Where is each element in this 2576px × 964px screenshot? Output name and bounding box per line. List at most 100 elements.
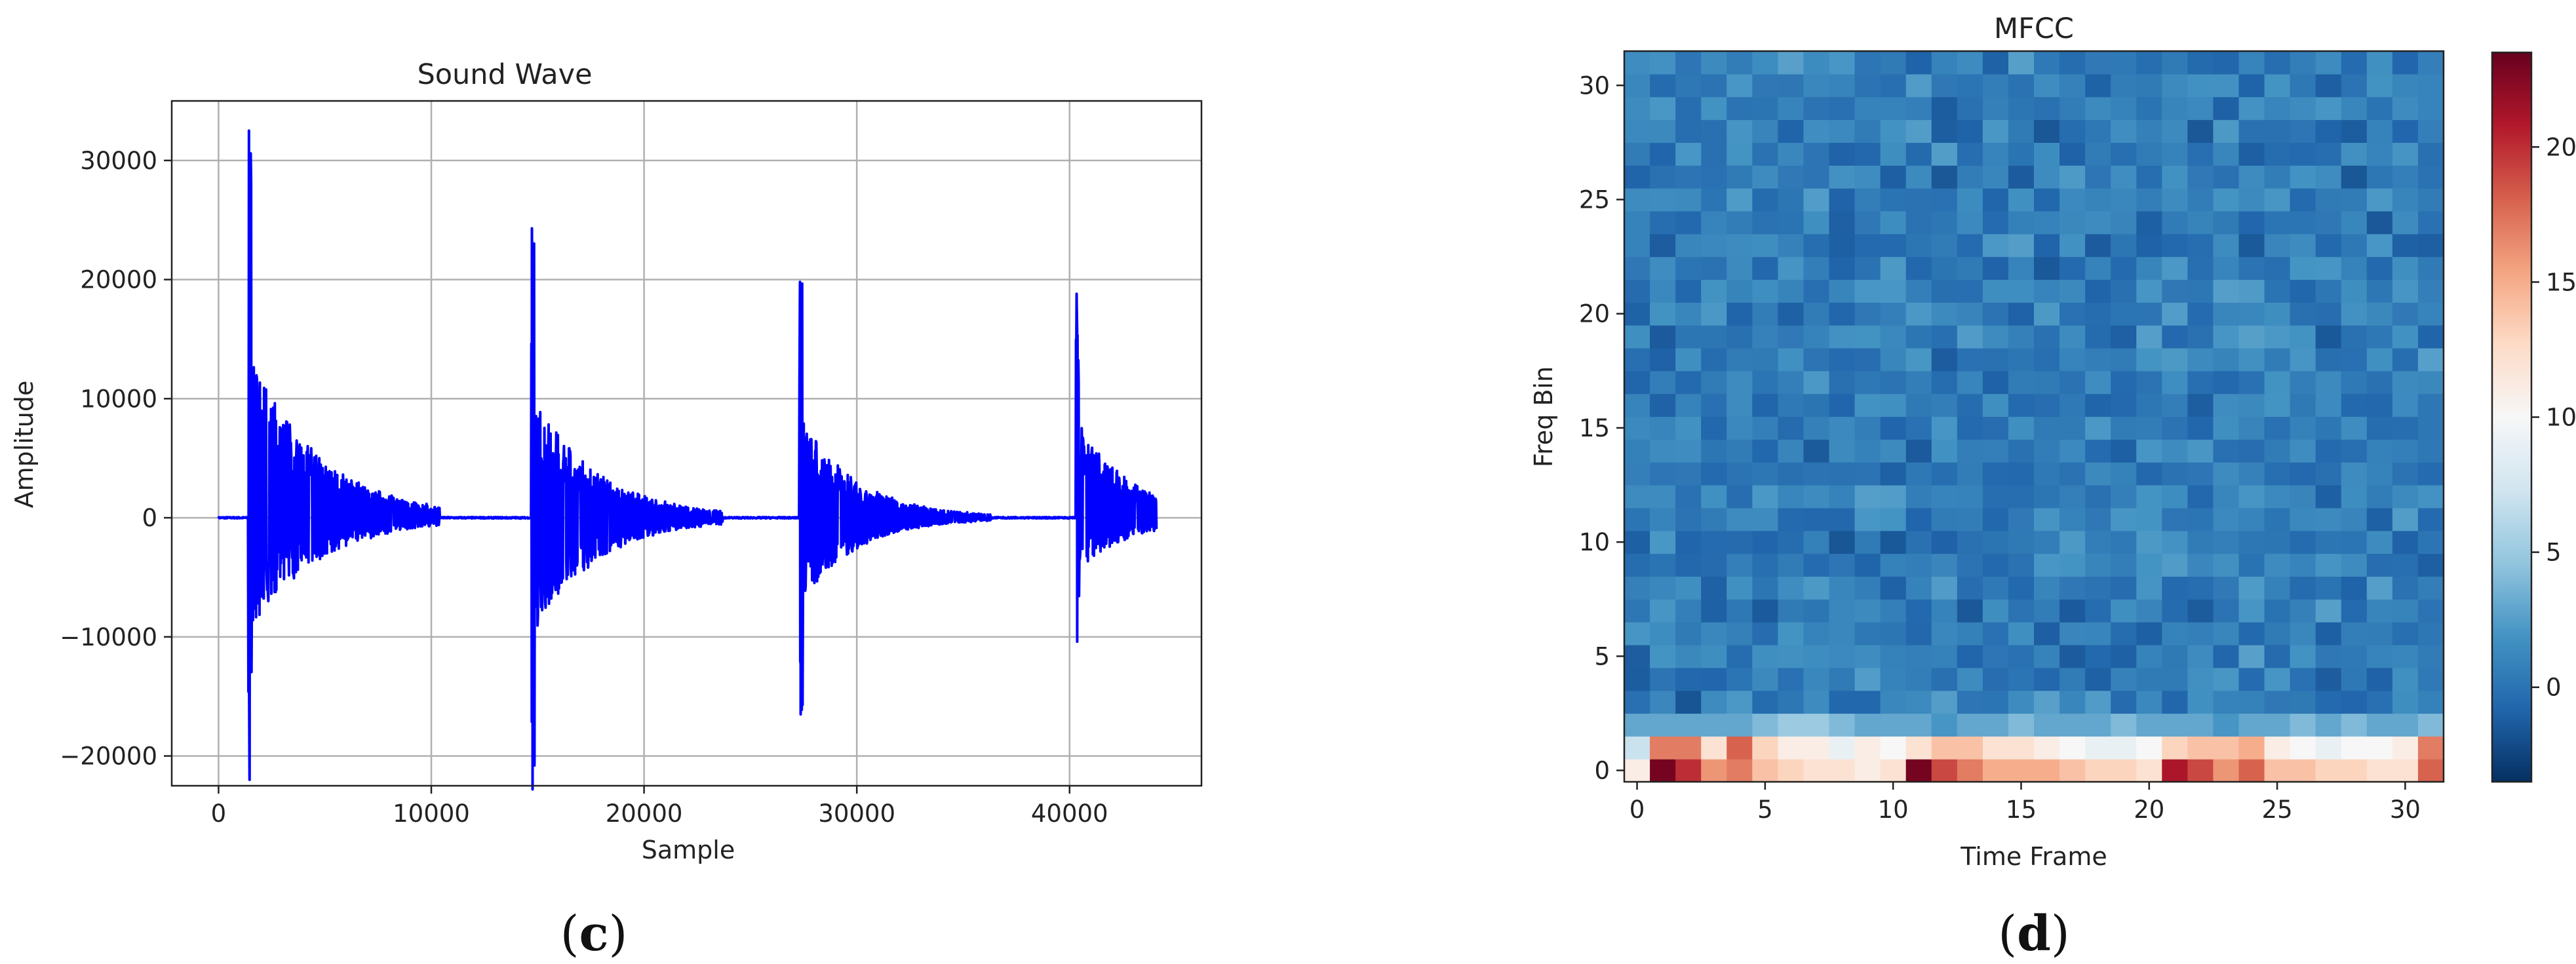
- heatmap-cell: [1982, 416, 2009, 440]
- heatmap-cell: [2366, 462, 2393, 486]
- heatmap-cell: [2059, 302, 2086, 326]
- heatmap-cell: [2290, 393, 2316, 417]
- heatmap-cell: [2187, 188, 2214, 212]
- y-tick-label: −20000: [60, 742, 157, 771]
- heatmap-cell: [2034, 644, 2060, 668]
- heatmap-cell: [2008, 96, 2035, 121]
- heatmap-cell: [1829, 302, 1856, 326]
- heatmap-cell: [1701, 188, 1727, 212]
- heatmap-cell: [2085, 142, 2111, 166]
- heatmap-cell: [2187, 667, 2214, 691]
- heatmap-cell: [1957, 233, 1983, 258]
- heatmap-cell: [2162, 73, 2188, 98]
- heatmap-cell: [2162, 553, 2188, 577]
- heatmap-cell: [1675, 96, 1702, 121]
- heatmap-cell: [1931, 416, 1958, 440]
- heatmap-cell: [1854, 713, 1881, 737]
- heatmap-cell: [1727, 302, 1753, 326]
- heatmap-cell: [2213, 439, 2240, 463]
- heatmap-cell: [2366, 256, 2393, 280]
- heatmap-cell: [1650, 485, 1676, 509]
- heatmap-cell: [2392, 279, 2419, 303]
- heatmap-cell: [1624, 325, 1650, 349]
- heatmap-cell: [1803, 347, 1830, 372]
- heatmap-cell: [2341, 553, 2368, 577]
- heatmap-cell: [2136, 553, 2162, 577]
- heatmap-cell: [1727, 51, 1753, 75]
- heatmap-cell: [2008, 667, 2035, 691]
- heatmap-cell: [2008, 256, 2035, 280]
- heatmap-cell: [2290, 462, 2316, 486]
- heatmap-cell: [2417, 713, 2444, 737]
- heatmap-cell: [1982, 667, 2009, 691]
- heatmap-cell: [1727, 96, 1753, 121]
- x-axis-label: Time Frame: [1960, 842, 2107, 871]
- heatmap-cell: [1727, 119, 1753, 143]
- heatmap-cell: [2213, 690, 2240, 714]
- heatmap-cell: [1957, 759, 1983, 782]
- heatmap-cell: [2162, 96, 2188, 121]
- heatmap-cell: [2085, 279, 2111, 303]
- heatmap-cell: [1778, 416, 1805, 440]
- heatmap-cell: [2034, 485, 2060, 509]
- heatmap-cell: [2162, 51, 2188, 75]
- sound-wave-series-line: [217, 129, 1158, 791]
- x-tick-label: 15: [2006, 796, 2037, 824]
- heatmap-cell: [2111, 302, 2137, 326]
- heatmap-cell: [2417, 622, 2444, 646]
- heatmap-cell: [1752, 119, 1778, 143]
- heatmap-cell: [1880, 462, 1907, 486]
- heatmap-cell: [1854, 667, 1881, 691]
- heatmap-cell: [1752, 713, 1778, 737]
- heatmap-cell: [2111, 393, 2137, 417]
- heatmap-cell: [2366, 325, 2393, 349]
- heatmap-cell: [1905, 736, 1932, 760]
- heatmap-cell: [2008, 576, 2035, 600]
- heatmap-cell: [1650, 507, 1676, 531]
- heatmap-cell: [2034, 142, 2060, 166]
- heatmap-cell: [1701, 576, 1727, 600]
- colorbar-tick-label: 20: [2546, 133, 2576, 161]
- heatmap-cell: [2238, 233, 2265, 258]
- heatmap-cell: [1675, 165, 1702, 189]
- heatmap-cell: [1905, 507, 1932, 531]
- heatmap-cell: [2392, 51, 2419, 75]
- heatmap-cell: [1854, 233, 1881, 258]
- heatmap-cell: [1803, 576, 1830, 600]
- heatmap-cell: [1982, 599, 2009, 623]
- heatmap-cell: [2136, 188, 2162, 212]
- heatmap-cell: [2136, 393, 2162, 417]
- heatmap-cell: [1982, 622, 2009, 646]
- heatmap-cell: [1650, 210, 1676, 235]
- heatmap-cell: [1982, 370, 2009, 395]
- y-tick-label: 25: [1579, 185, 1610, 214]
- heatmap-cell: [1803, 279, 1830, 303]
- heatmap-cell: [1905, 73, 1932, 98]
- heatmap-cell: [2264, 165, 2291, 189]
- heatmap-cell: [1803, 644, 1830, 668]
- heatmap-cell: [1880, 165, 1907, 189]
- heatmap-cell: [1624, 462, 1650, 486]
- heatmap-cell: [2085, 96, 2111, 121]
- heatmap-cell: [1624, 165, 1650, 189]
- heatmap-cell: [2315, 622, 2342, 646]
- heatmap-cell: [2008, 233, 2035, 258]
- heatmap-cell: [2085, 713, 2111, 737]
- heatmap-cell: [2264, 713, 2291, 737]
- heatmap-cell: [1752, 667, 1778, 691]
- heatmap-cell: [2111, 119, 2137, 143]
- heatmap-cell: [2213, 507, 2240, 531]
- heatmap-cell: [2366, 507, 2393, 531]
- heatmap-cell: [2162, 667, 2188, 691]
- heatmap-cell: [2392, 439, 2419, 463]
- heatmap-cell: [2392, 713, 2419, 737]
- heatmap-cell: [2085, 73, 2111, 98]
- heatmap-cell: [2059, 530, 2086, 554]
- heatmap-cell: [1854, 690, 1881, 714]
- heatmap-cell: [1829, 256, 1856, 280]
- heatmap-cell: [1624, 393, 1650, 417]
- heatmap-cell: [2059, 416, 2086, 440]
- heatmap-cell: [2264, 507, 2291, 531]
- heatmap-cell: [1650, 165, 1676, 189]
- heatmap-cell: [1624, 370, 1650, 395]
